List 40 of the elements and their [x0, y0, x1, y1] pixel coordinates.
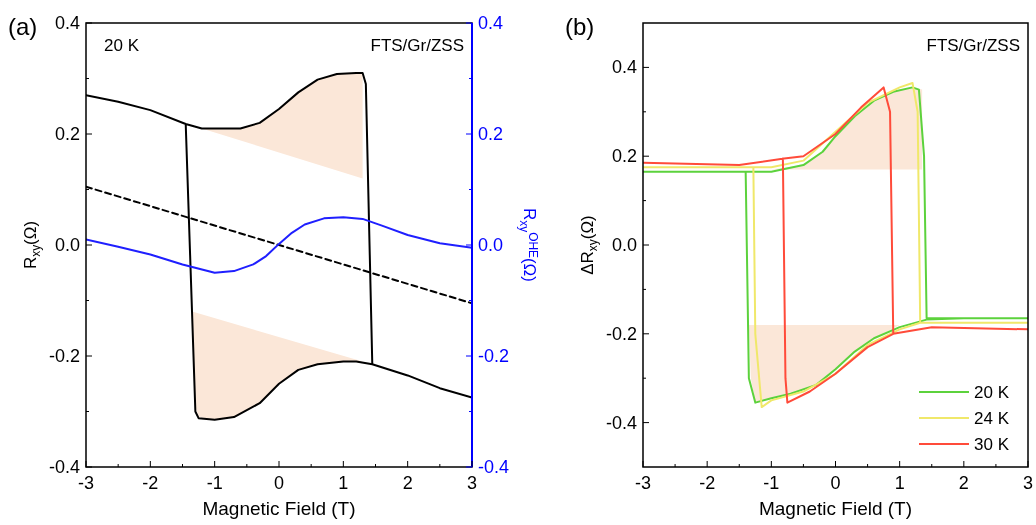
- annotation: FTS/Gr/ZSS: [926, 36, 1020, 55]
- y2-tick-label: 0.0: [478, 235, 504, 255]
- y-tick-label: -0.4: [48, 457, 80, 477]
- y-tick-label: 0.0: [611, 235, 637, 255]
- annotation: 20 K: [104, 36, 140, 55]
- x-tick-label: -3: [634, 473, 652, 493]
- text: (b): [565, 13, 595, 40]
- y-tick-label: -0.4: [605, 412, 637, 433]
- text: (a): [8, 13, 38, 40]
- y-tick-label: 0.4: [611, 57, 637, 78]
- x-tick-label: 2: [402, 473, 413, 493]
- y-tick-label: -0.2: [48, 346, 80, 366]
- y-tick-label: 0.0: [54, 235, 80, 255]
- x-tick-label: -3: [77, 473, 95, 493]
- legend-label: 30 K: [974, 435, 1010, 454]
- x-tick-label: -1: [206, 473, 223, 493]
- y-tick-label: 0.2: [611, 146, 637, 167]
- y2-tick-label: 0.4: [478, 13, 504, 33]
- x-tick-label: 3: [1022, 473, 1034, 493]
- x-tick-label: 3: [466, 473, 478, 493]
- x-axis-title: Magnetic Field (T): [202, 498, 356, 519]
- x-tick-label: -1: [763, 473, 780, 493]
- y-tick-label: -0.2: [605, 323, 637, 344]
- legend-label: 24 K: [974, 409, 1010, 428]
- annotation: FTS/Gr/ZSS: [370, 36, 464, 55]
- x-tick-label: 2: [958, 473, 969, 493]
- x-tick-label: 0: [830, 473, 841, 493]
- x-tick-label: -2: [699, 473, 716, 493]
- x-tick-label: -2: [142, 473, 159, 493]
- y-tick-label: 0.2: [54, 124, 80, 144]
- y-tick-label: 0.4: [54, 13, 80, 33]
- x-tick-label: 1: [894, 473, 905, 493]
- x-tick-label: 0: [273, 473, 285, 493]
- legend-label: 20 K: [974, 383, 1010, 402]
- y2-tick-label: -0.4: [478, 457, 510, 477]
- y2-tick-label: 0.2: [478, 124, 504, 144]
- y2-tick-label: -0.2: [478, 346, 510, 366]
- x-tick-label: 1: [338, 473, 349, 493]
- line-series: [86, 216, 472, 274]
- x-axis-title: Magnetic Field (T): [758, 498, 913, 519]
